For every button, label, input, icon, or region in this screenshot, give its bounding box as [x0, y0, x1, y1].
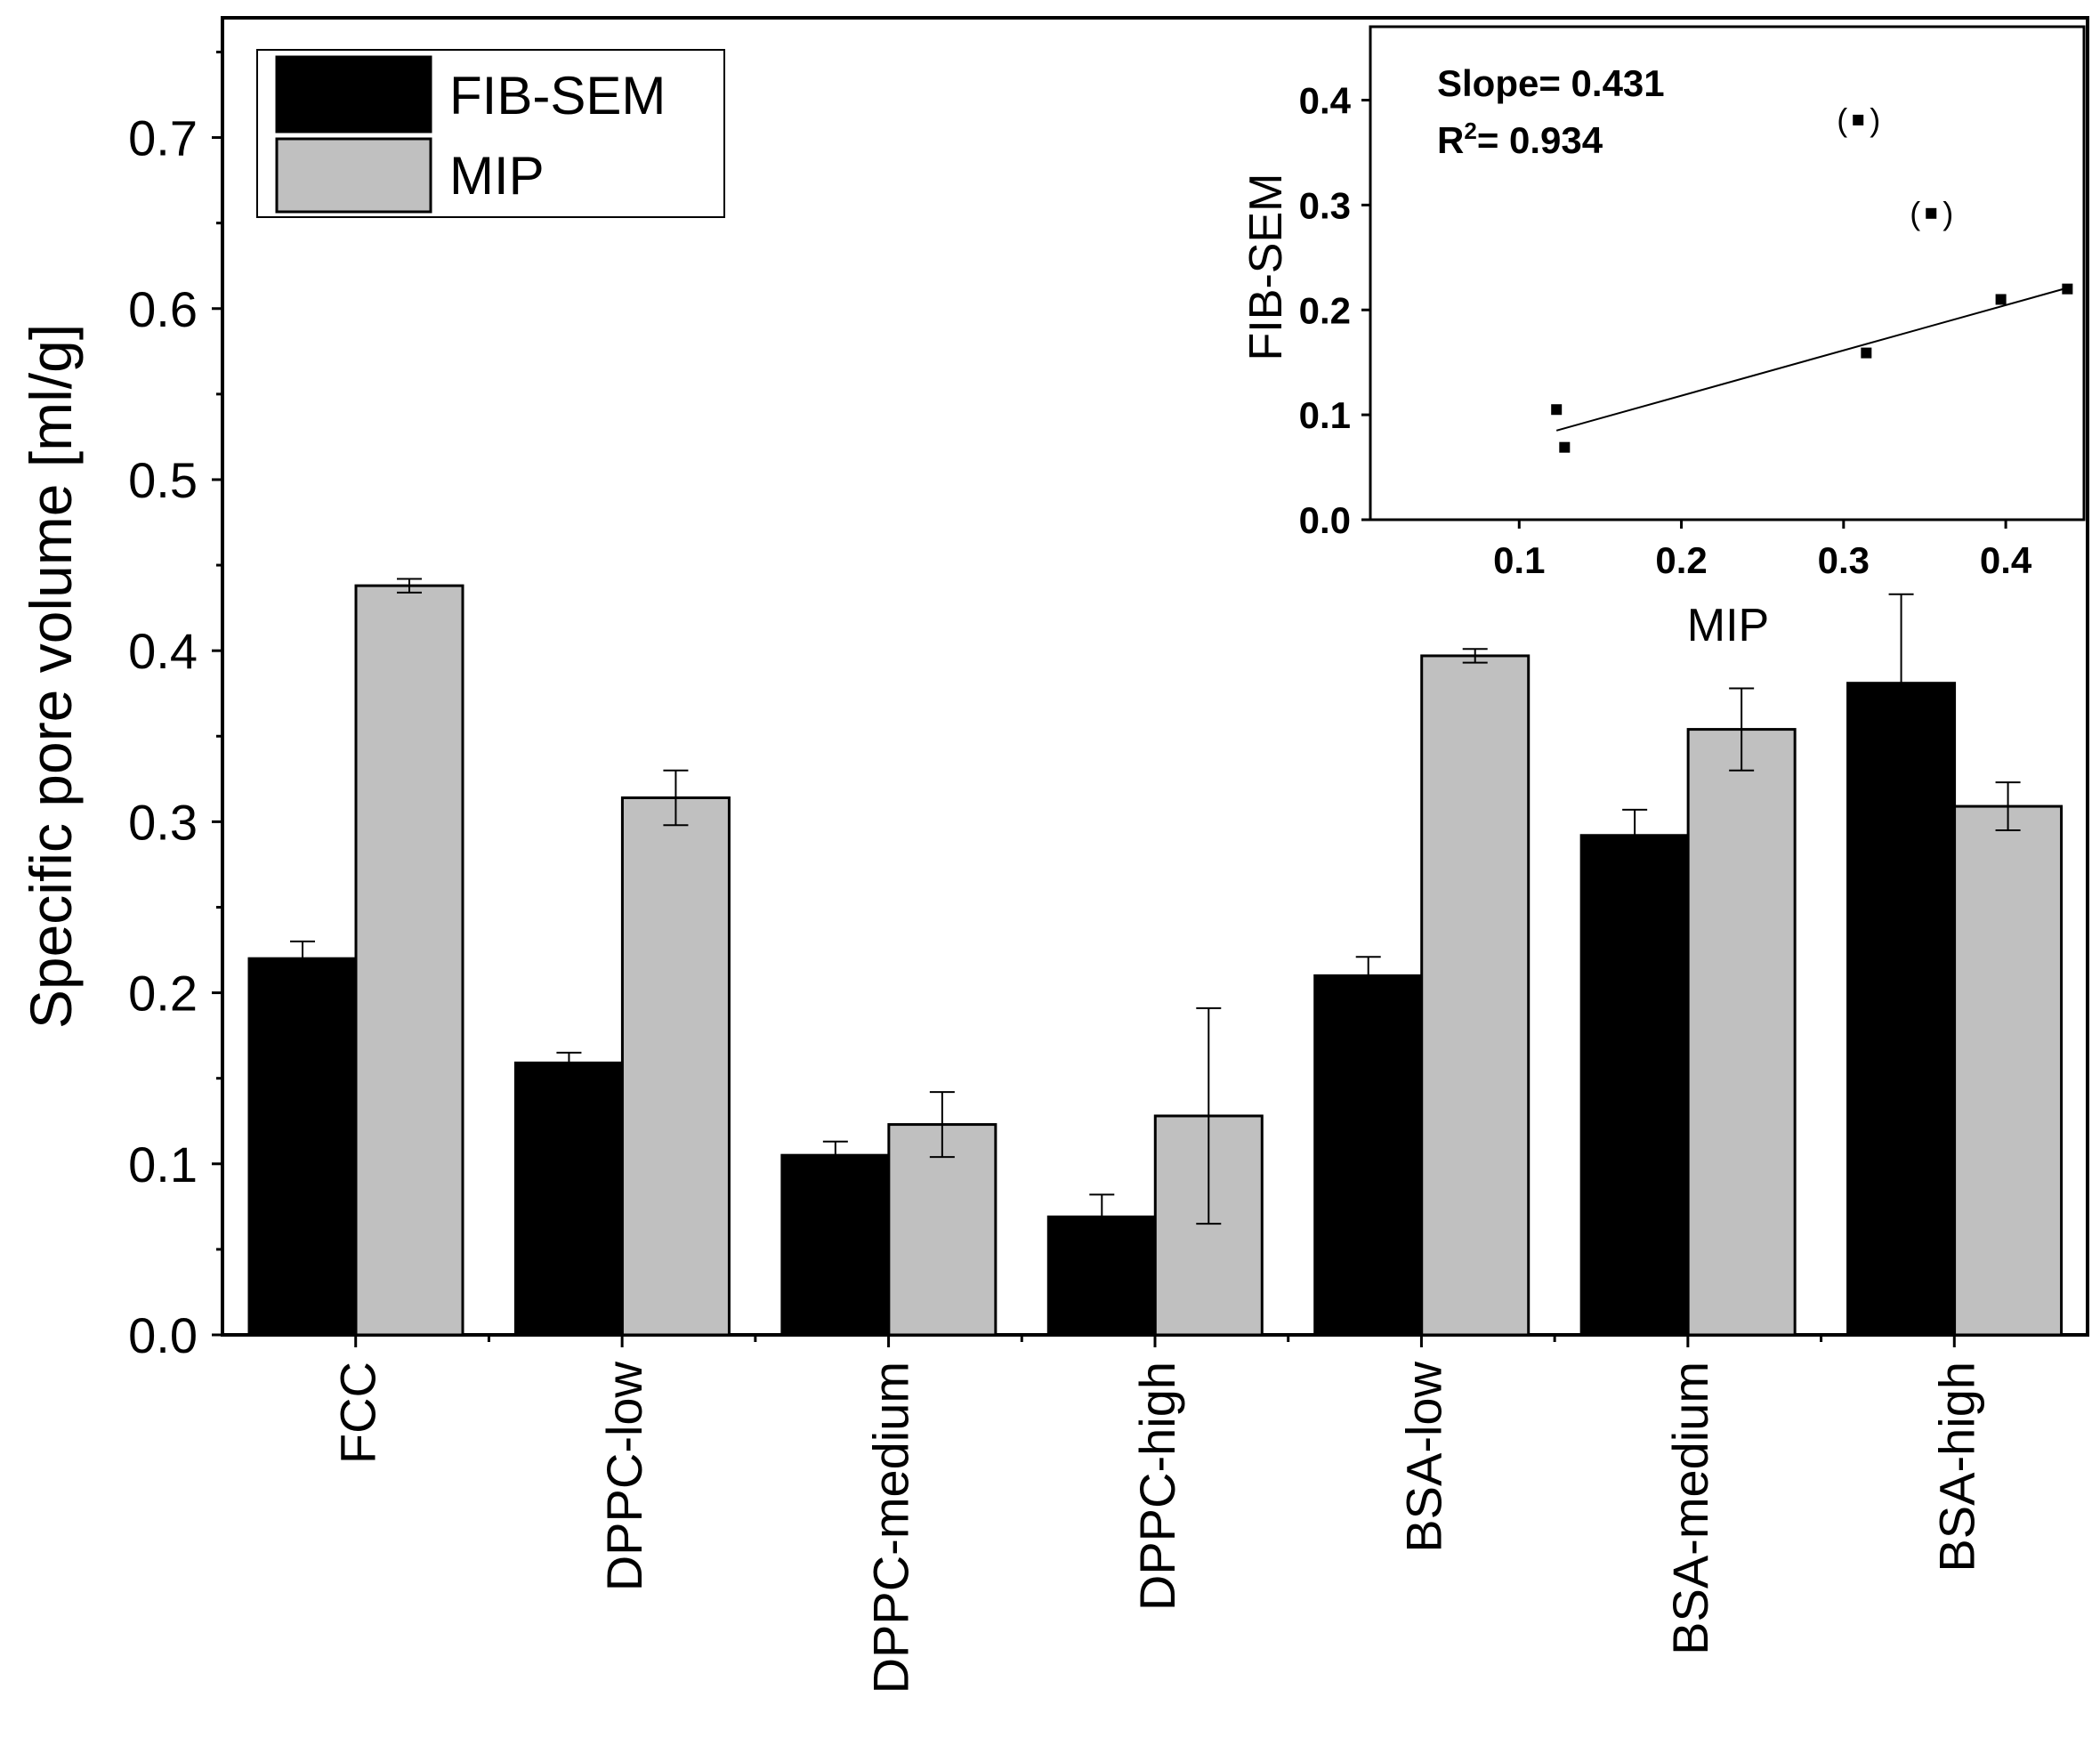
inset-x-tick-label: 0.1 — [1493, 539, 1545, 581]
y-tick-label: 0.1 — [128, 1136, 198, 1192]
x-tick-label: BSA-low — [1395, 1361, 1451, 1552]
inset-x-axis-label: MIP — [1687, 600, 1769, 651]
y-tick-label: 0.7 — [128, 110, 198, 166]
outlier-bracket-close: ) — [1870, 101, 1880, 138]
slope-annotation: Slope= 0.431 — [1437, 62, 1665, 104]
legend-swatch-mip — [275, 137, 432, 214]
data-point — [1995, 294, 2007, 305]
legend-label-fib-sem: FIB-SEM — [449, 66, 666, 125]
y-tick-label: 0.4 — [128, 623, 198, 679]
r-squared-annotation: R2= 0.934 — [1437, 117, 1603, 161]
x-tick-label: BSA-medium — [1662, 1362, 1718, 1655]
bar-mip — [1420, 654, 1531, 1337]
x-tick-label: BSA-high — [1928, 1362, 1984, 1572]
bar-fib-sem — [513, 1061, 624, 1337]
bar-mip — [1686, 728, 1797, 1337]
x-tick-label: DPPC-low — [596, 1361, 652, 1591]
outlier-point — [1853, 114, 1864, 125]
data-point — [1559, 441, 1571, 453]
main-plot-area: 0.0 0.1 0.2 0.3 0.4 0.5 0.6 0.7 Specific pore vo… — [18, 16, 2089, 1694]
inset-y-tick-label: 0.0 — [1299, 499, 1351, 541]
outlier-bracket-close: ) — [1942, 195, 1953, 231]
legend-swatch-fib-sem — [275, 55, 432, 133]
bar-fib-sem — [1846, 682, 1957, 1337]
outlier-point — [1926, 207, 1937, 219]
bar-mip — [354, 584, 464, 1337]
x-tick-label: DPPC-medium — [863, 1362, 919, 1694]
x-tick-label: DPPC-high — [1129, 1362, 1185, 1611]
inset-y-tick-label: 0.4 — [1299, 80, 1352, 122]
bar-fib-sem — [247, 957, 358, 1337]
bar-fib-sem — [1579, 834, 1690, 1337]
fit-line — [1555, 287, 2068, 432]
bar-fib-sem — [1313, 974, 1424, 1337]
inset-x-tick-label: 0.3 — [1818, 539, 1870, 581]
y-tick-label: 0.2 — [128, 966, 198, 1022]
data-point — [2062, 283, 2073, 295]
y-tick-label: 0.0 — [128, 1307, 198, 1363]
inset-frame — [1369, 25, 2086, 521]
x-tick-label: FCC — [330, 1362, 386, 1464]
inset-x-tick-label: 0.4 — [1980, 539, 2032, 581]
data-point — [1861, 347, 1872, 359]
data-point — [1551, 404, 1563, 416]
outlier-bracket-open: ( — [1910, 195, 1920, 231]
bar-mip — [620, 796, 731, 1337]
y-tick-label: 0.3 — [128, 794, 198, 850]
y-axis-label: Specific pore volume [ml/g] — [18, 324, 84, 1029]
inset-x-tick-label: 0.2 — [1655, 539, 1707, 581]
inset-scatter-plot: 0.0 0.1 0.2 0.3 0.4 0.1 0.2 0.3 0.4 MIP FIB-SEM () (… — [1240, 25, 2086, 651]
inset-y-tick-label: 0.3 — [1299, 184, 1351, 226]
legend-label-mip: MIP — [449, 146, 545, 206]
outlier-bracket-open: ( — [1837, 101, 1847, 138]
inset-y-tick-label: 0.1 — [1299, 394, 1351, 436]
bar-fib-sem — [780, 1153, 891, 1337]
inset-y-tick-label: 0.2 — [1299, 289, 1351, 331]
legend: FIB-SEM MIP — [256, 49, 725, 218]
bar-mip — [1953, 804, 2064, 1337]
y-tick-label: 0.6 — [128, 281, 198, 337]
inset-y-axis-label: FIB-SEM — [1240, 174, 1292, 361]
y-tick-label: 0.5 — [128, 452, 198, 508]
